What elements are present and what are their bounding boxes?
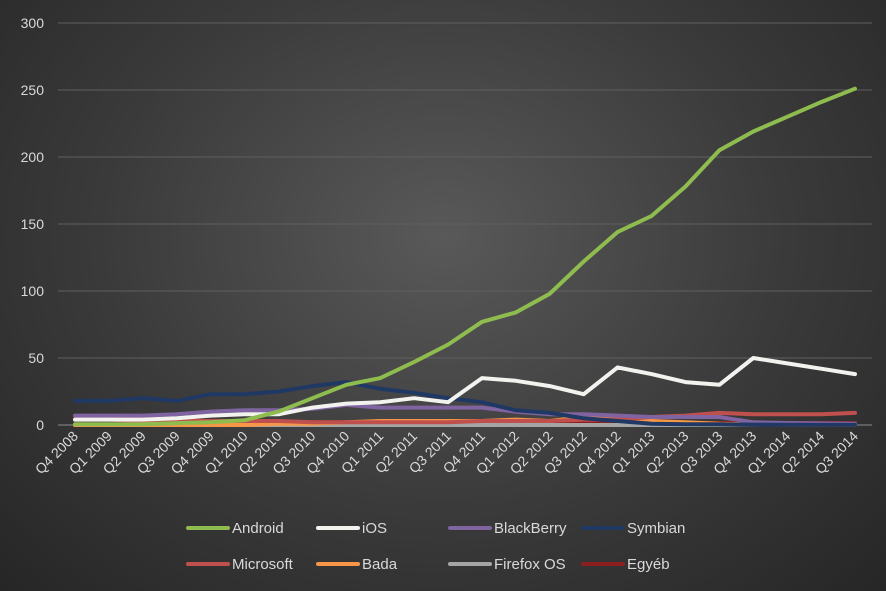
legend-label-symbian: Symbian <box>627 520 685 537</box>
y-tick-label: 0 <box>36 417 44 433</box>
legend-label-blackberry: BlackBerry <box>494 520 567 537</box>
legend-label-android: Android <box>232 520 284 537</box>
series-line-ios <box>73 356 857 422</box>
y-tick-label: 100 <box>21 283 45 299</box>
y-tick-label: 250 <box>21 82 45 98</box>
series-lines <box>73 86 857 427</box>
legend-label-egy-b: Egyéb <box>627 556 670 573</box>
series-line-android <box>73 86 857 427</box>
y-axis: 0 50 100 150 200 250 300 <box>21 15 45 433</box>
legend-label-microsoft: Microsoft <box>232 556 294 573</box>
legend-label-bada: Bada <box>362 556 398 573</box>
y-tick-label: 50 <box>28 350 44 366</box>
legend-label-firefox-os: Firefox OS <box>494 556 566 573</box>
legend-label-ios: iOS <box>362 520 387 537</box>
gridlines <box>58 22 872 426</box>
y-tick-label: 300 <box>21 15 45 31</box>
y-tick-label: 150 <box>21 216 45 232</box>
y-tick-label: 200 <box>21 149 45 165</box>
series-line-blackberry <box>73 402 857 426</box>
legend: Android iOS BlackBerry Symbian Microsoft Bada… <box>186 520 685 573</box>
series-line-symbian <box>73 380 857 427</box>
